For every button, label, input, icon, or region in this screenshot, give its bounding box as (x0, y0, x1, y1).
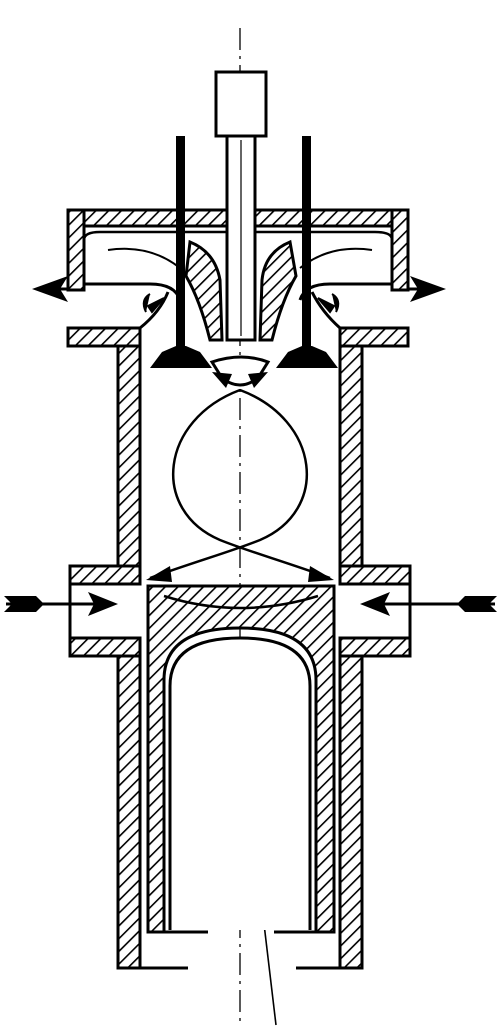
cylinder-liner-lower (116, 654, 364, 970)
loop-arrow-right (308, 566, 334, 582)
duct-flow-arrow-left (142, 293, 165, 314)
cylinder-liner (116, 344, 364, 570)
scavenge-port-block-right (338, 564, 412, 658)
exhaust-arrow-left (32, 276, 70, 302)
duct-flow-arrow-right (317, 293, 340, 314)
exhaust-valve-right (276, 136, 338, 368)
scavenge-port-block-left (68, 564, 142, 658)
fuel-injector (214, 70, 268, 342)
spray-arrow-left (212, 372, 232, 388)
exhaust-valve-left (150, 136, 212, 368)
exhaust-arrow-right (408, 276, 446, 302)
spray-arrow-right (248, 372, 268, 388)
loop-arrow-left (146, 566, 172, 582)
scavenge-flow-loop (149, 388, 331, 580)
piston (146, 584, 336, 934)
inlet-arrow-left (4, 592, 118, 616)
inlet-arrow-right (360, 592, 497, 616)
cylinder-head (66, 208, 410, 348)
